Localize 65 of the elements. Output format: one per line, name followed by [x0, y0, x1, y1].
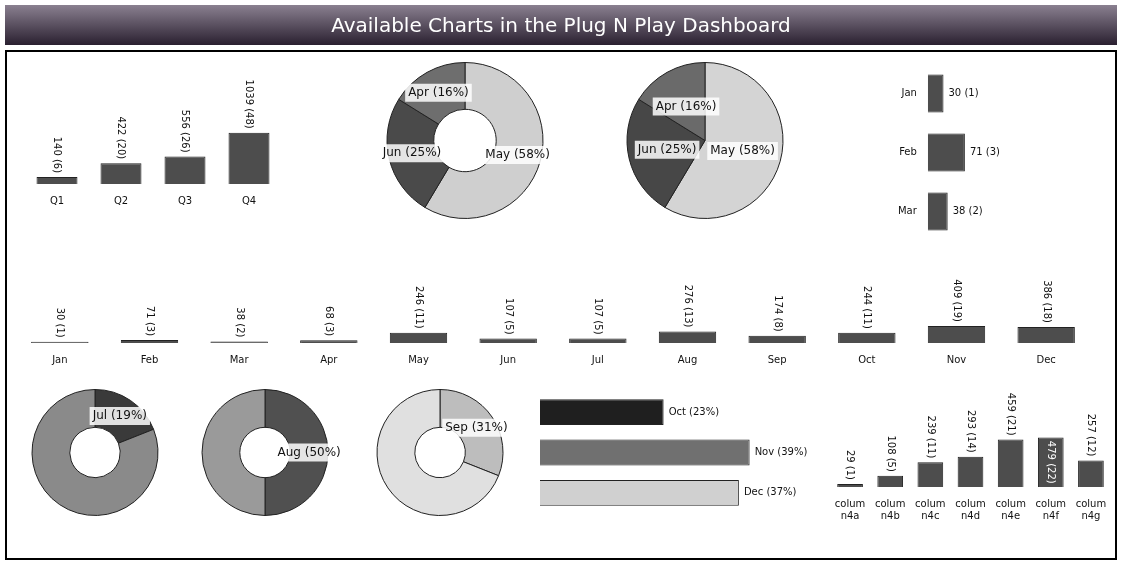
data-label: 71 (3) — [144, 305, 156, 337]
data-label: May (58%) — [710, 143, 775, 158]
x-tick-label: Dec — [1036, 353, 1056, 365]
data-label: Jun (25%) — [381, 145, 442, 160]
data-label: 71 (3) — [969, 146, 1001, 158]
x-tick-label: colum n4d — [955, 497, 986, 521]
data-label: 38 (2) — [234, 307, 246, 338]
data-label: 556 (26) — [180, 109, 192, 153]
x-tick-label: colum n4a — [834, 497, 866, 521]
data-label: 174 (8) — [772, 295, 784, 332]
x-tick-label: Sep — [767, 353, 787, 365]
data-label: 1039 (48) — [244, 79, 256, 129]
x-tick-label: Jan — [51, 353, 68, 365]
data-label: Jun (25%) — [636, 141, 697, 156]
data-label: 107 (5) — [593, 298, 605, 335]
data-label: Aug (50%) — [277, 444, 341, 459]
data-label: 386 (18) — [1041, 280, 1053, 324]
data-label: Sep (31%) — [445, 419, 508, 434]
text: Available Charts in the Plug N Play Dashboard — [5, 5, 1117, 45]
data-label: 38 (2) — [952, 205, 983, 217]
x-tick-label: colum n4c — [915, 497, 946, 521]
y-tick-label: Feb — [899, 146, 917, 158]
x-tick-label: Oct — [858, 353, 876, 365]
data-label: 108 (5) — [885, 435, 897, 472]
y-tick-label: Mar — [897, 205, 918, 217]
data-label: 293 (14) — [965, 409, 977, 453]
data-label: Jul (19%) — [91, 408, 147, 423]
data-label: 257 (12) — [1086, 413, 1098, 457]
data-label: 107 (5) — [503, 298, 515, 335]
x-tick-label: colum n4f — [1035, 497, 1067, 521]
x-tick-label: Jun — [499, 353, 516, 365]
x-tick-label: Aug — [677, 353, 698, 365]
x-tick-label: colum n4b — [874, 497, 906, 521]
data-label: 409 (19) — [951, 279, 963, 323]
x-tick-label: Apr — [320, 353, 339, 365]
x-tick-label: colum n4e — [995, 497, 1026, 521]
data-label: 239 (11) — [925, 415, 937, 459]
x-tick-label: Feb — [140, 353, 159, 365]
data-label: 479 (22) — [1046, 440, 1058, 484]
y-tick-label: Jan — [900, 87, 917, 99]
data-label: 140 (6) — [52, 136, 64, 174]
data-label: Nov (39%) — [754, 446, 808, 458]
x-tick-label: colum n4g — [1075, 497, 1107, 521]
x-tick-label: Nov — [946, 353, 967, 365]
data-label: 422 (20) — [116, 116, 128, 160]
data-label: Oct (23%) — [668, 405, 720, 417]
x-tick-label: Q4 — [241, 194, 257, 206]
x-tick-label: Q2 — [113, 194, 129, 206]
x-tick-label: Q3 — [177, 194, 193, 206]
data-label: Apr (16%) — [408, 84, 469, 99]
data-label: May (58%) — [485, 147, 550, 162]
data-label: Apr (16%) — [655, 98, 717, 113]
x-tick-label: Mar — [229, 353, 250, 365]
data-label: Dec (37%) — [743, 486, 797, 498]
data-label: 29 (1) — [845, 449, 857, 481]
x-tick-label: May — [408, 353, 429, 365]
data-label: 459 (21) — [1006, 392, 1018, 436]
x-tick-label: Q1 — [49, 194, 65, 206]
x-tick-label: Jul — [590, 353, 604, 365]
data-label: 30 (1) — [55, 307, 67, 338]
data-label: 30 (1) — [948, 87, 979, 99]
data-label: 68 (3) — [324, 306, 336, 337]
data-label: 276 (13) — [682, 284, 694, 328]
data-label: 246 (11) — [413, 285, 425, 329]
data-label: 244 (11) — [862, 286, 874, 329]
